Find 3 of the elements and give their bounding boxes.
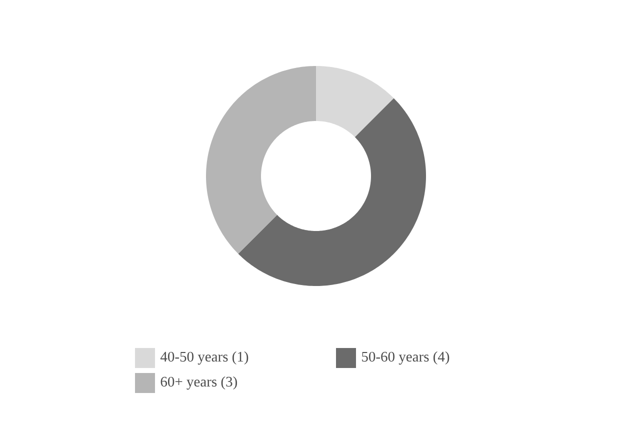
legend-label: 60+ years (3)	[160, 376, 237, 390]
legend-label: 40-50 years (1)	[160, 351, 248, 365]
legend-label: 50-60 years (4)	[362, 351, 450, 365]
